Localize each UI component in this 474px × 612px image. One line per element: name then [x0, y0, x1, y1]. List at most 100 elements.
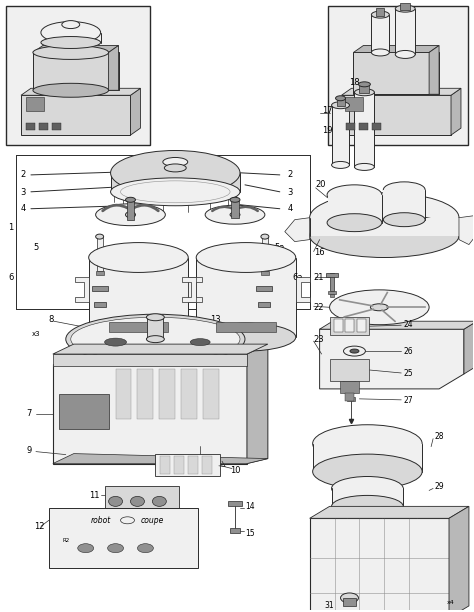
Bar: [91, 286, 108, 291]
Polygon shape: [53, 344, 268, 354]
Ellipse shape: [89, 242, 188, 272]
Text: 6: 6: [9, 273, 14, 282]
Bar: [328, 195, 383, 223]
Bar: [345, 393, 355, 401]
Ellipse shape: [342, 375, 357, 383]
Bar: [400, 2, 410, 10]
Text: robot: robot: [91, 516, 111, 525]
Text: x3: x3: [32, 331, 40, 337]
Ellipse shape: [383, 213, 425, 226]
Bar: [258, 302, 270, 307]
Ellipse shape: [350, 349, 359, 353]
Bar: [52, 123, 61, 130]
Polygon shape: [110, 173, 240, 192]
Polygon shape: [75, 277, 89, 302]
Bar: [328, 291, 336, 294]
Polygon shape: [109, 45, 118, 91]
Text: coupe: coupe: [141, 516, 164, 525]
Ellipse shape: [126, 197, 136, 202]
Ellipse shape: [164, 164, 186, 172]
Bar: [310, 218, 459, 236]
Ellipse shape: [126, 212, 136, 218]
Bar: [347, 397, 356, 401]
Text: 2: 2: [287, 170, 292, 179]
Polygon shape: [188, 277, 202, 302]
Bar: [329, 294, 334, 297]
Polygon shape: [296, 277, 310, 302]
Text: 4: 4: [287, 204, 292, 213]
Ellipse shape: [344, 346, 365, 356]
Ellipse shape: [327, 214, 382, 231]
Bar: [354, 53, 439, 94]
Ellipse shape: [137, 543, 154, 553]
Bar: [346, 97, 364, 111]
Ellipse shape: [355, 163, 374, 170]
Ellipse shape: [332, 495, 403, 517]
Bar: [181, 369, 197, 419]
Ellipse shape: [327, 185, 382, 205]
Text: 3: 3: [287, 188, 292, 197]
Polygon shape: [459, 215, 474, 245]
Bar: [174, 455, 184, 474]
Polygon shape: [130, 88, 140, 135]
Text: R2: R2: [62, 538, 69, 543]
Bar: [97, 237, 102, 272]
Bar: [373, 123, 382, 130]
Bar: [147, 317, 164, 339]
Polygon shape: [449, 506, 469, 612]
Bar: [326, 274, 337, 277]
Bar: [261, 272, 269, 275]
Polygon shape: [21, 88, 140, 95]
Ellipse shape: [163, 157, 188, 166]
Ellipse shape: [372, 11, 389, 18]
Text: 1: 1: [9, 223, 14, 232]
Bar: [231, 200, 239, 218]
Ellipse shape: [41, 21, 100, 43]
Bar: [26, 97, 44, 111]
Ellipse shape: [66, 314, 245, 364]
Text: 27: 27: [403, 397, 413, 405]
Bar: [256, 286, 272, 291]
Ellipse shape: [96, 204, 165, 226]
Polygon shape: [354, 45, 439, 53]
Ellipse shape: [105, 338, 127, 346]
Bar: [332, 488, 403, 506]
Ellipse shape: [313, 425, 422, 463]
Text: 10: 10: [230, 466, 240, 475]
Bar: [33, 53, 118, 91]
Bar: [342, 95, 451, 135]
Polygon shape: [451, 88, 461, 135]
Polygon shape: [285, 218, 310, 242]
Bar: [313, 444, 422, 471]
Ellipse shape: [130, 496, 145, 506]
Bar: [329, 359, 369, 381]
Bar: [383, 190, 425, 220]
Text: 1a: 1a: [292, 223, 303, 232]
Ellipse shape: [196, 323, 296, 351]
Polygon shape: [310, 506, 469, 518]
Ellipse shape: [370, 304, 388, 311]
Ellipse shape: [146, 314, 164, 321]
Text: 6a: 6a: [292, 273, 303, 282]
Bar: [329, 317, 369, 335]
Bar: [137, 369, 154, 419]
Ellipse shape: [110, 151, 240, 195]
Text: 24: 24: [403, 319, 413, 329]
Bar: [202, 455, 212, 474]
Polygon shape: [342, 88, 461, 95]
Bar: [203, 369, 219, 419]
Polygon shape: [53, 453, 268, 463]
Text: x4: x4: [447, 600, 455, 605]
Bar: [332, 105, 349, 165]
Bar: [337, 99, 345, 106]
Bar: [355, 92, 374, 167]
Polygon shape: [319, 329, 464, 389]
Bar: [160, 455, 170, 474]
Text: 22: 22: [314, 303, 324, 312]
Text: 21: 21: [314, 273, 324, 282]
Bar: [359, 123, 368, 130]
Ellipse shape: [332, 477, 403, 501]
Bar: [228, 501, 242, 506]
Bar: [53, 354, 247, 366]
Text: 25: 25: [403, 370, 413, 378]
